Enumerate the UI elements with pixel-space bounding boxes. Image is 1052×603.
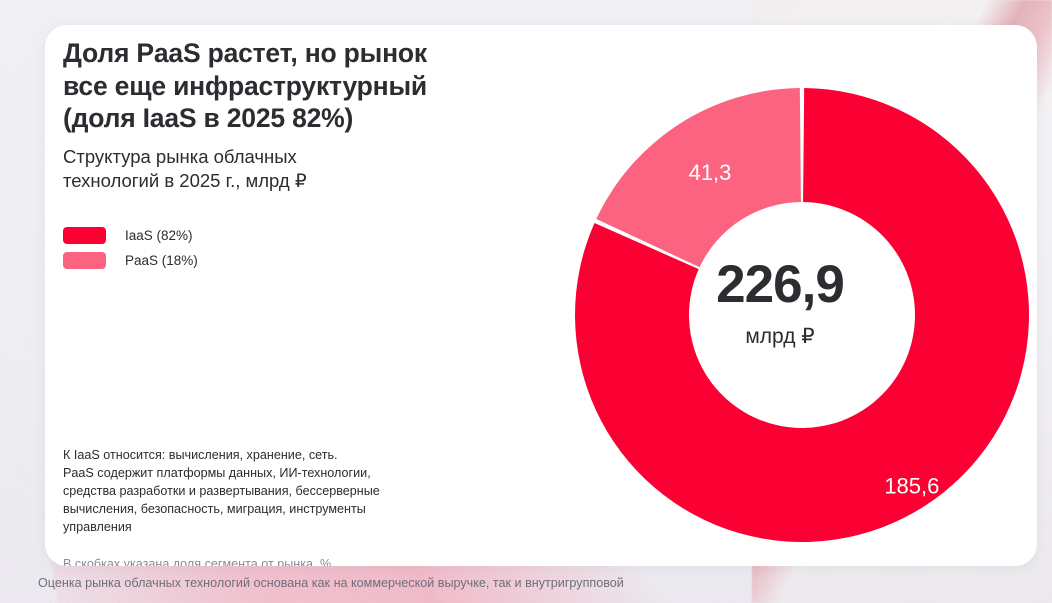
donut-chart: 41,3 185,6 226,9 млрд ₽ xyxy=(530,38,1030,553)
chart-legend: IaaS (82%) PaaS (18%) xyxy=(63,223,198,273)
legend-item-paas[interactable]: PaaS (18%) xyxy=(63,248,198,273)
chart-subtitle: Структура рынка облачных технологий в 20… xyxy=(63,146,307,192)
footnote-share-note: В скобках указана доля сегмента от рынка… xyxy=(63,557,332,566)
legend-label-iaas: IaaS (82%) xyxy=(125,228,193,243)
footnote-definitions: К IaaS относится: вычисления, хранение, … xyxy=(63,448,380,534)
legend-swatch-paas xyxy=(63,252,106,269)
legend-label-paas: PaaS (18%) xyxy=(125,253,198,268)
slice-label-iaas: 185,6 xyxy=(884,474,939,499)
legend-swatch-iaas xyxy=(63,227,106,244)
donut-center-unit: млрд ₽ xyxy=(745,325,815,348)
chart-card: Доля PaaS растет, но рынок все еще инфра… xyxy=(45,25,1037,566)
donut-center-value: 226,9 xyxy=(716,255,845,314)
page-title: Доля PaaS растет, но рынок все еще инфра… xyxy=(63,38,427,134)
bottom-caption: Оценка рынка облачных технологий основан… xyxy=(38,576,624,590)
card-left-column: Доля PaaS растет, но рынок все еще инфра… xyxy=(63,25,493,566)
donut-chart-svg: 41,3 185,6 xyxy=(575,88,1029,542)
slice-label-paas: 41,3 xyxy=(689,160,732,185)
donut-slice-paas[interactable] xyxy=(596,88,801,268)
legend-item-iaas[interactable]: IaaS (82%) xyxy=(63,223,198,248)
donut-slice-iaas[interactable] xyxy=(575,88,1029,542)
